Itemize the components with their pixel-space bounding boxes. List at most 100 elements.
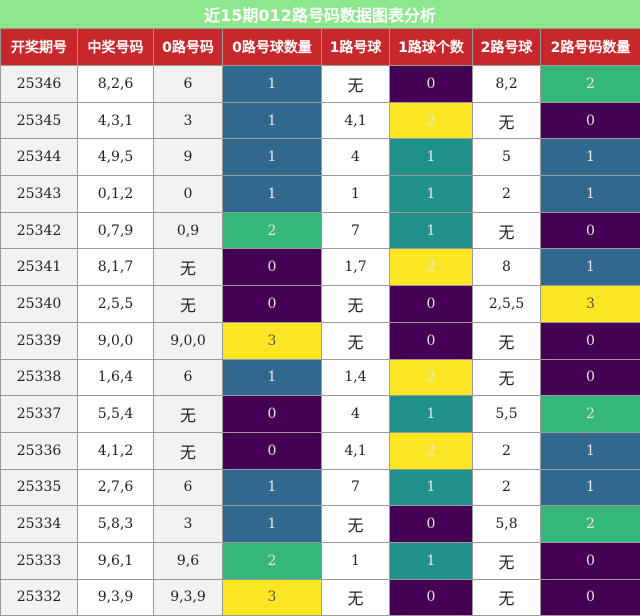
cell-route0-count: 1 [223, 506, 322, 543]
cell-route0-count: 1 [223, 66, 322, 103]
cell-numbers: 5,5,4 [78, 396, 154, 433]
cell-route1: 1 [322, 542, 390, 579]
col-header-route2: 2路号球 [473, 29, 541, 66]
cell-route0: 0,9 [154, 212, 223, 249]
cell-numbers: 2,5,5 [78, 286, 154, 323]
cell-route2-count: 2 [541, 506, 640, 543]
cell-route2: 无 [473, 102, 541, 139]
cell-route2: 2 [473, 176, 541, 213]
cell-issue: 25344 [1, 139, 78, 176]
cell-issue: 25337 [1, 396, 78, 433]
cell-numbers: 2,7,6 [78, 469, 154, 506]
cell-route0: 9,6 [154, 542, 223, 579]
cell-route2: 无 [473, 359, 541, 396]
cell-route2: 8,2 [473, 66, 541, 103]
cell-route0-count: 0 [223, 286, 322, 323]
cell-route1: 无 [322, 322, 390, 359]
cell-route0-count: 0 [223, 396, 322, 433]
col-header-route0-count: 0路号球数量 [223, 29, 322, 66]
cell-route2-count: 3 [541, 286, 640, 323]
cell-route1: 1,4 [322, 359, 390, 396]
cell-route0: 无 [154, 249, 223, 286]
cell-route0-count: 0 [223, 432, 322, 469]
cell-issue: 25335 [1, 469, 78, 506]
cell-issue: 25339 [1, 322, 78, 359]
cell-issue: 25333 [1, 542, 78, 579]
cell-issue: 25340 [1, 286, 78, 323]
cell-route1: 无 [322, 579, 390, 616]
cell-route0-count: 1 [223, 102, 322, 139]
cell-route2-count: 0 [541, 212, 640, 249]
cell-route1: 无 [322, 286, 390, 323]
cell-issue: 25345 [1, 102, 78, 139]
col-header-route1-count: 1路球个数 [390, 29, 473, 66]
cell-route1: 1,7 [322, 249, 390, 286]
cell-route0-count: 3 [223, 579, 322, 616]
page-title: 近15期012路号码数据图表分析 [0, 0, 640, 28]
cell-route1-count: 0 [390, 322, 473, 359]
cell-route0-count: 1 [223, 359, 322, 396]
cell-issue: 25334 [1, 506, 78, 543]
cell-route1-count: 0 [390, 66, 473, 103]
cell-route2-count: 2 [541, 396, 640, 433]
cell-route0-count: 3 [223, 322, 322, 359]
cell-route0: 9,0,0 [154, 322, 223, 359]
cell-route2-count: 1 [541, 469, 640, 506]
cell-route1: 4,1 [322, 102, 390, 139]
cell-route2-count: 0 [541, 579, 640, 616]
header-row: 开奖期号 中奖号码 0路号码 0路号球数量 1路号球 1路球个数 2路号球 2路… [1, 29, 640, 66]
cell-route0: 3 [154, 506, 223, 543]
cell-route2: 5,5 [473, 396, 541, 433]
cell-route0: 无 [154, 396, 223, 433]
cell-route1-count: 1 [390, 176, 473, 213]
cell-numbers: 4,9,5 [78, 139, 154, 176]
cell-route1-count: 1 [390, 542, 473, 579]
cell-numbers: 1,6,4 [78, 359, 154, 396]
cell-route2: 8 [473, 249, 541, 286]
cell-route2-count: 0 [541, 542, 640, 579]
cell-issue: 25346 [1, 66, 78, 103]
cell-route2: 2,5,5 [473, 286, 541, 323]
cell-route0: 3 [154, 102, 223, 139]
cell-numbers: 0,1,2 [78, 176, 154, 213]
cell-route2: 2 [473, 469, 541, 506]
cell-route2: 无 [473, 579, 541, 616]
cell-route1: 1 [322, 176, 390, 213]
cell-route0: 无 [154, 432, 223, 469]
col-header-issue: 开奖期号 [1, 29, 78, 66]
cell-route0: 6 [154, 469, 223, 506]
cell-route2: 无 [473, 542, 541, 579]
cell-route0-count: 2 [223, 212, 322, 249]
cell-route1-count: 2 [390, 249, 473, 286]
cell-route1-count: 1 [390, 396, 473, 433]
cell-route1-count: 1 [390, 212, 473, 249]
cell-route1-count: 2 [390, 432, 473, 469]
cell-issue: 25338 [1, 359, 78, 396]
cell-route1: 4 [322, 396, 390, 433]
cell-route0: 9 [154, 139, 223, 176]
cell-route2-count: 2 [541, 66, 640, 103]
cell-route1: 无 [322, 66, 390, 103]
cell-route1: 4,1 [322, 432, 390, 469]
cell-numbers: 5,8,3 [78, 506, 154, 543]
data-table: 开奖期号 中奖号码 0路号码 0路号球数量 1路号球 1路球个数 2路号球 2路… [0, 28, 640, 616]
cell-route0-count: 2 [223, 542, 322, 579]
cell-route1: 4 [322, 139, 390, 176]
cell-route2-count: 1 [541, 249, 640, 286]
cell-route0: 无 [154, 286, 223, 323]
cell-numbers: 8,2,6 [78, 66, 154, 103]
cell-route0: 9,3,9 [154, 579, 223, 616]
cell-route0: 6 [154, 66, 223, 103]
cell-route2: 5,8 [473, 506, 541, 543]
cell-route1-count: 1 [390, 139, 473, 176]
cell-route1-count: 0 [390, 579, 473, 616]
